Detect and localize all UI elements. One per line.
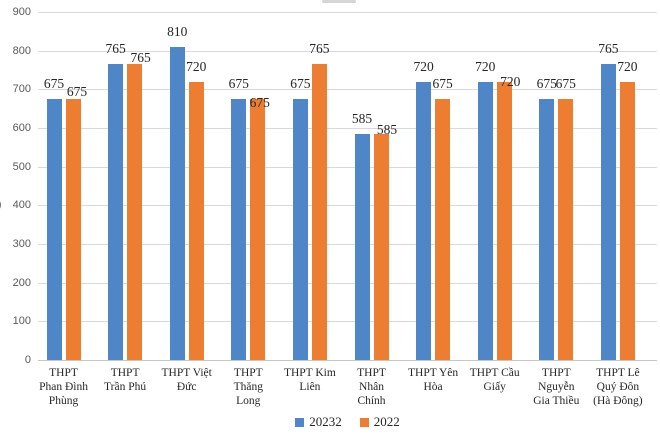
legend-item-2022: 2022 xyxy=(359,414,400,429)
y-tick-label-400: 400 xyxy=(12,199,31,212)
gridline-200 xyxy=(38,282,657,284)
bar-20232-group6 xyxy=(354,133,370,360)
value-label-2022-group4: 675 xyxy=(249,95,270,110)
value-label-20232-group7: 720 xyxy=(413,58,434,74)
bar-2022-group4 xyxy=(250,99,266,360)
value-label-2022-group8: 720 xyxy=(500,73,521,89)
bar-20232-group4 xyxy=(231,99,247,360)
x-category-label-group9: THPT Nguyễn Gia Thiều xyxy=(533,367,580,408)
value-label-20232-group2: 765 xyxy=(105,41,126,57)
y-tick-label-200: 200 xyxy=(12,276,31,289)
x-category-label-group3: THPT Việt Đức xyxy=(161,367,212,394)
gridline-500 xyxy=(38,166,657,168)
bar-2022-group5 xyxy=(311,64,327,360)
bar-2022-group8 xyxy=(496,81,512,360)
y-tick-label-700: 700 xyxy=(12,83,31,96)
x-category-label-group1: THPT Phan Đình Phùng xyxy=(39,367,88,408)
legend-swatch-icon-2022 xyxy=(359,417,369,427)
bar-2022-group7 xyxy=(435,99,451,360)
bar-20232-group2 xyxy=(108,64,124,360)
gridline-100 xyxy=(38,321,657,323)
value-label-2022-group3: 720 xyxy=(186,58,207,74)
bar-2022-group3 xyxy=(188,81,204,360)
bar-2022-group10 xyxy=(619,81,635,360)
cropped-title-fragment xyxy=(322,0,356,3)
x-category-label-group2: THPT Trần Phú xyxy=(104,367,147,394)
value-label-2022-group1: 675 xyxy=(66,84,88,99)
value-label-2022-group5: 765 xyxy=(309,41,330,57)
x-axis-line xyxy=(38,360,657,361)
bar-20232-group3 xyxy=(169,46,185,360)
bar-20232-group7 xyxy=(416,81,432,360)
value-label-2022-group9: 675 xyxy=(555,76,576,91)
value-label-20232-group6: 585 xyxy=(351,110,373,126)
gridline-400 xyxy=(38,205,657,207)
bar-20232-group1 xyxy=(46,99,62,360)
value-label-20232-group1: 675 xyxy=(43,76,65,91)
value-label-2022-group2: 765 xyxy=(130,50,151,66)
bar-2022-group2 xyxy=(127,64,143,360)
bar-20232-group8 xyxy=(477,81,493,360)
gridline-600 xyxy=(38,128,657,129)
x-category-label-group5: THPT Kim Liên xyxy=(283,367,336,394)
y-tick-label-800: 800 xyxy=(12,44,31,57)
x-category-label-group7: THPT Yên Hòa xyxy=(408,367,459,394)
value-label-2022-group10: 720 xyxy=(617,58,638,74)
cropped-axis-title-fragment: ) xyxy=(0,196,1,212)
value-label-20232-group3: 810 xyxy=(167,23,188,39)
gridline-900 xyxy=(38,12,657,13)
value-label-20232-group10: 765 xyxy=(598,41,619,57)
gridline-700 xyxy=(38,89,657,91)
gridline-300 xyxy=(38,244,657,245)
bar-20232-group9 xyxy=(539,99,555,360)
value-label-20232-group5: 675 xyxy=(290,76,311,91)
bar-2022-group1 xyxy=(65,99,81,360)
bar-2022-group9 xyxy=(558,99,574,360)
y-tick-label-0: 0 xyxy=(24,354,31,366)
bar-20232-group5 xyxy=(292,99,308,360)
bar-20232-group10 xyxy=(600,64,616,360)
legend-swatch-icon-20232 xyxy=(295,417,305,427)
value-label-2022-group7: 675 xyxy=(432,76,453,91)
legend: 20232 2022 xyxy=(38,415,657,429)
value-label-20232-group4: 675 xyxy=(228,76,249,91)
x-category-label-group8: THPT Cầu Giấy xyxy=(469,367,520,394)
x-category-label-group4: THPT Thăng Long xyxy=(233,367,263,408)
bar-2022-group6 xyxy=(373,133,389,360)
x-category-label-group6: THPT Nhân Chính xyxy=(357,367,386,408)
x-category-label-group10: THPT Lê Quý Đôn (Hà Đông) xyxy=(593,367,643,408)
legend-label-20232: 20232 xyxy=(309,414,342,429)
y-tick-label-300: 300 xyxy=(12,238,31,250)
value-label-2022-group6: 585 xyxy=(376,121,398,137)
value-label-20232-group9: 675 xyxy=(536,76,557,91)
legend-label-2022: 2022 xyxy=(373,414,400,429)
y-tick-label-900: 900 xyxy=(12,6,31,18)
y-tick-label-500: 500 xyxy=(12,160,31,173)
y-tick-label-100: 100 xyxy=(12,315,31,328)
legend-item-20232: 20232 xyxy=(295,415,342,429)
y-tick-label-600: 600 xyxy=(12,122,31,134)
value-label-20232-group8: 720 xyxy=(475,58,496,74)
gridline-800 xyxy=(38,50,657,52)
